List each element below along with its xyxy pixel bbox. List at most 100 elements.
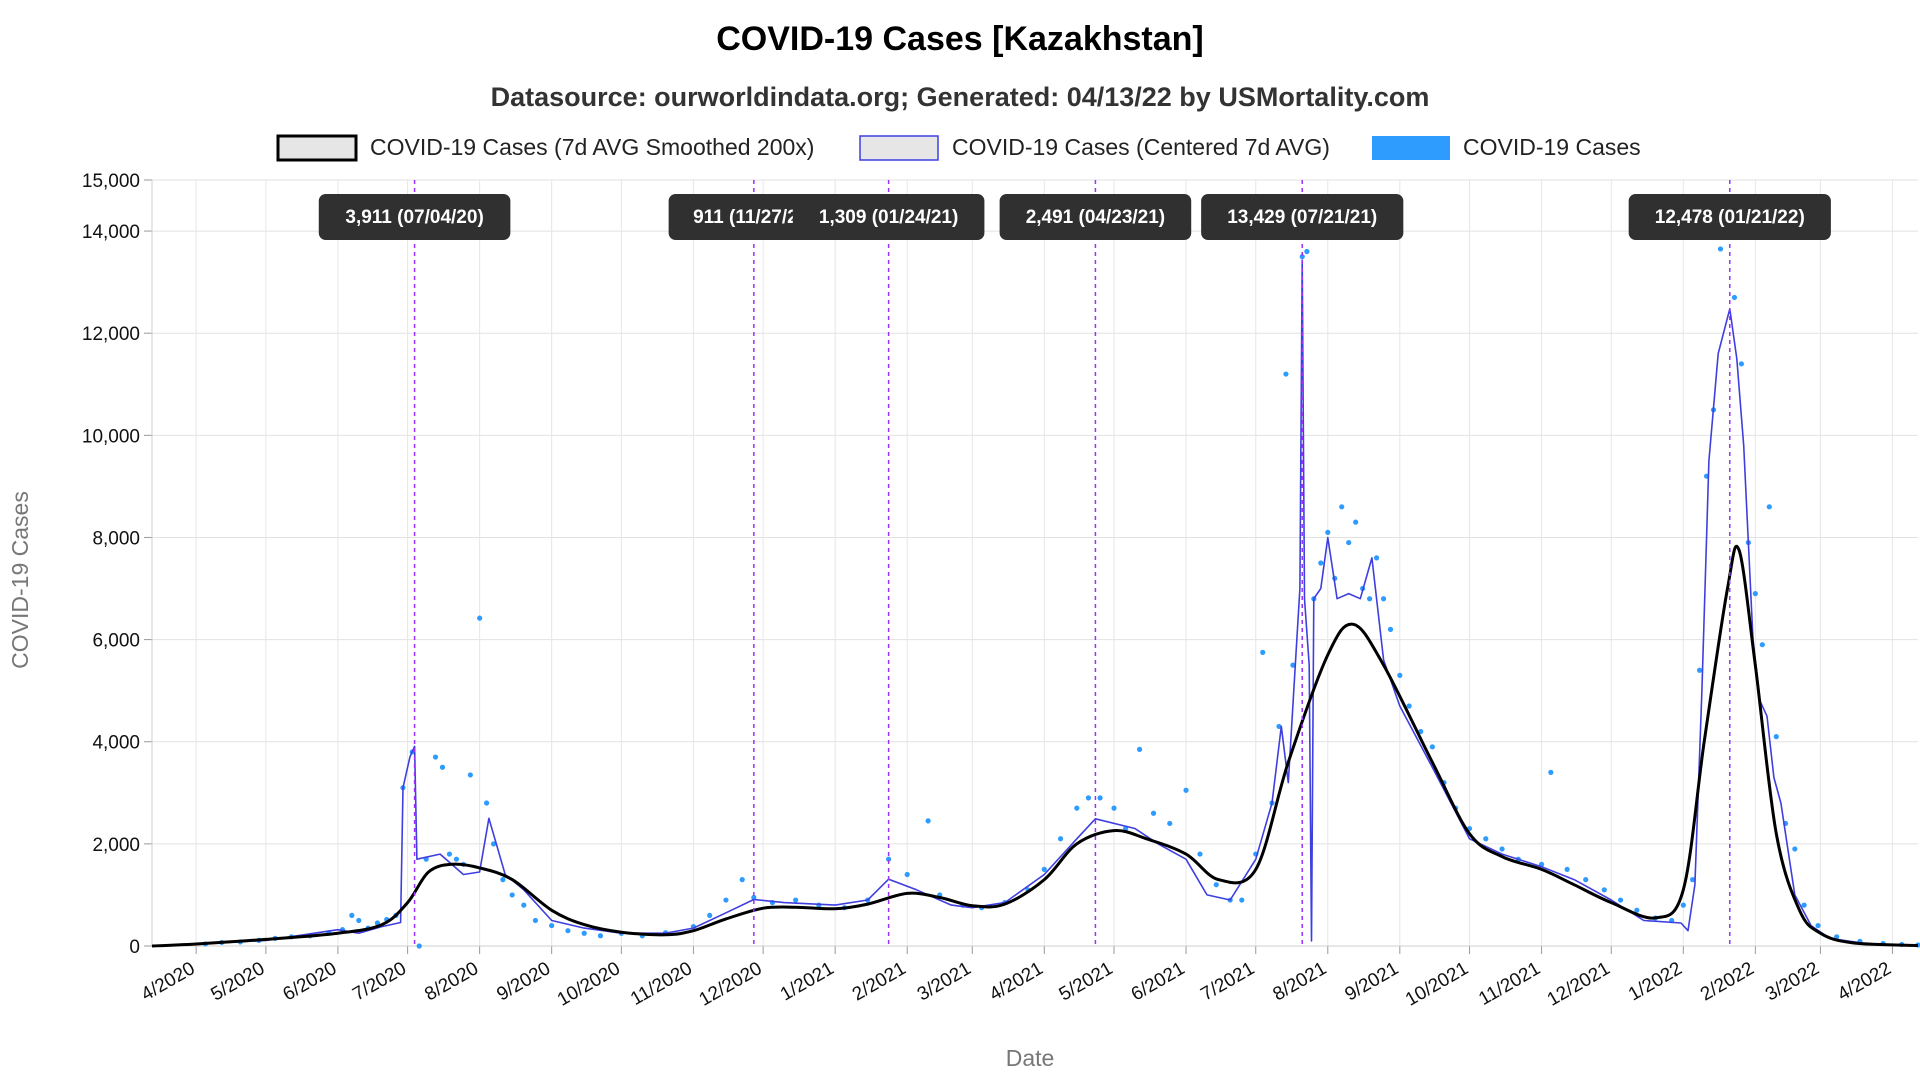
daily-case-point [1367,596,1373,602]
y-tick-label: 15,000 [82,171,140,192]
smoothed-avg-line [151,544,1919,948]
x-axis-title: Date [1006,1045,1055,1071]
y-tick-label: 0 [129,937,140,958]
y-axis: 0 2,000 4,000 6,000 8,000 10,000 12,000 14,000 1… [82,171,153,958]
daily-case-point [1387,626,1394,632]
x-tick-label: 8/2021 [1269,958,1330,1005]
daily-case-point [446,851,453,857]
daily-case-point [751,894,757,901]
daily-case-point [490,841,497,847]
legend-item-centered[interactable]: COVID-19 Cases (Centered 7d AVG) [859,134,1330,161]
annotation-box [1201,194,1404,240]
x-tick-label: 12/2020 [696,958,766,1011]
daily-case-point [1601,887,1607,893]
daily-case-point [1696,667,1703,673]
daily-case-point [1136,746,1143,752]
y-tick-label: 8,000 [92,528,140,549]
chart-title: COVID-19 Cases [Kazakhstan] [716,20,1204,58]
daily-case-point [1499,846,1505,852]
daily-case-point [1792,846,1798,852]
y-tick-label: 6,000 [92,631,140,652]
x-tick-label: 6/2021 [1128,958,1189,1005]
daily-case-point [1680,902,1686,908]
legend-swatch-centered [859,135,939,161]
daily-case-point [439,764,446,770]
legend-item-smoothed[interactable]: COVID-19 Cases (7d AVG Smoothed 200x) [276,134,814,162]
daily-case-point [793,897,799,903]
annotation-label: 2,491 (04/23/21) [1026,207,1165,228]
x-tick-label: 5/2021 [1056,958,1117,1005]
x-axis: 4/2020 5/2020 6/2020 7/2020 8/2020 9/2020 10/2… [138,945,1918,1011]
annotation-label: 12,478 (01/21/22) [1655,207,1805,228]
daily-case-point [1752,591,1758,597]
daily-case-point [549,922,555,929]
daily-case-point [432,754,439,760]
daily-case-point [1183,787,1189,793]
daily-case-point [484,800,490,806]
y-axis-title: COVID-19 Cases [7,491,33,669]
centered-avg-line [151,259,1919,947]
y-tick-label: 2,000 [92,835,140,856]
daily-case-point [1406,703,1412,709]
daily-case-point [521,902,527,908]
daily-case-point [1167,820,1173,827]
daily-case-point [1150,810,1157,816]
x-tick-label: 4/2022 [1834,958,1895,1005]
legend: COVID-19 Cases (7d AVG Smoothed 200x) CO… [276,134,1641,162]
daily-case-point [1074,805,1080,811]
daily-case-point [1634,907,1640,913]
x-tick-label: 2/2022 [1697,958,1758,1005]
annotation-box [1628,194,1831,240]
daily-case-point [500,877,506,883]
legend-swatch-smoothed [276,134,358,162]
daily-case-point [1483,836,1489,842]
daily-case-point [532,917,539,924]
daily-case-point [1731,294,1738,301]
y-tick-label: 14,000 [82,222,140,243]
annotation-label: 13,429 (07/21/21) [1227,207,1377,228]
legend-item-daily[interactable]: COVID-19 Cases [1372,134,1641,160]
daily-case-point [1717,246,1724,252]
x-tick-label: 9/2020 [493,958,554,1005]
daily-case-point [1690,877,1696,883]
daily-case-point [416,943,422,949]
daily-case-point [356,917,362,924]
daily-case-point [1290,662,1296,668]
chart-subtitle: Datasource: ourworldindata.org; Generate… [491,82,1430,112]
x-tick-label: 10/2020 [554,958,624,1011]
x-tick-label: 2/2021 [849,958,910,1005]
daily-case-point [1353,519,1359,525]
daily-case-point [1801,902,1807,908]
series-daily-cases [202,233,1920,949]
x-tick-label: 4/2021 [986,958,1047,1005]
daily-case-point [1197,851,1203,857]
daily-case-point [723,897,729,903]
x-tick-label: 10/2021 [1402,958,1472,1011]
daily-case-point [374,920,380,926]
daily-case-point [1260,649,1266,655]
legend-label-centered: COVID-19 Cases (Centered 7d AVG) [952,134,1330,160]
x-tick-label: 6/2020 [280,958,341,1005]
x-tick-label: 7/2021 [1197,958,1258,1005]
x-tick-label: 8/2020 [421,958,482,1005]
daily-case-point [904,871,910,878]
daily-case-point [1548,769,1554,775]
grid-lines [152,179,1918,947]
x-tick-label: 3/2021 [914,958,975,1005]
x-tick-label: 1/2022 [1625,958,1686,1005]
daily-case-point [1325,529,1331,535]
daily-case-point [1617,897,1624,903]
daily-case-point [1815,922,1821,929]
x-tick-label: 9/2021 [1341,958,1402,1005]
daily-case-point [1583,877,1589,883]
daily-case-point [1304,248,1310,255]
annotation-label: 1,309 (01/24/21) [819,207,958,228]
annotation-box [999,194,1192,240]
x-tick-label: 12/2021 [1544,958,1614,1011]
x-tick-label: 1/2021 [777,958,838,1005]
daily-case-point [1318,560,1324,566]
plot-area: 0 2,000 4,000 6,000 8,000 10,000 12,000 14,000 1… [82,171,1920,1011]
daily-case-point [707,912,713,918]
legend-label-daily: COVID-19 Cases [1463,134,1641,160]
